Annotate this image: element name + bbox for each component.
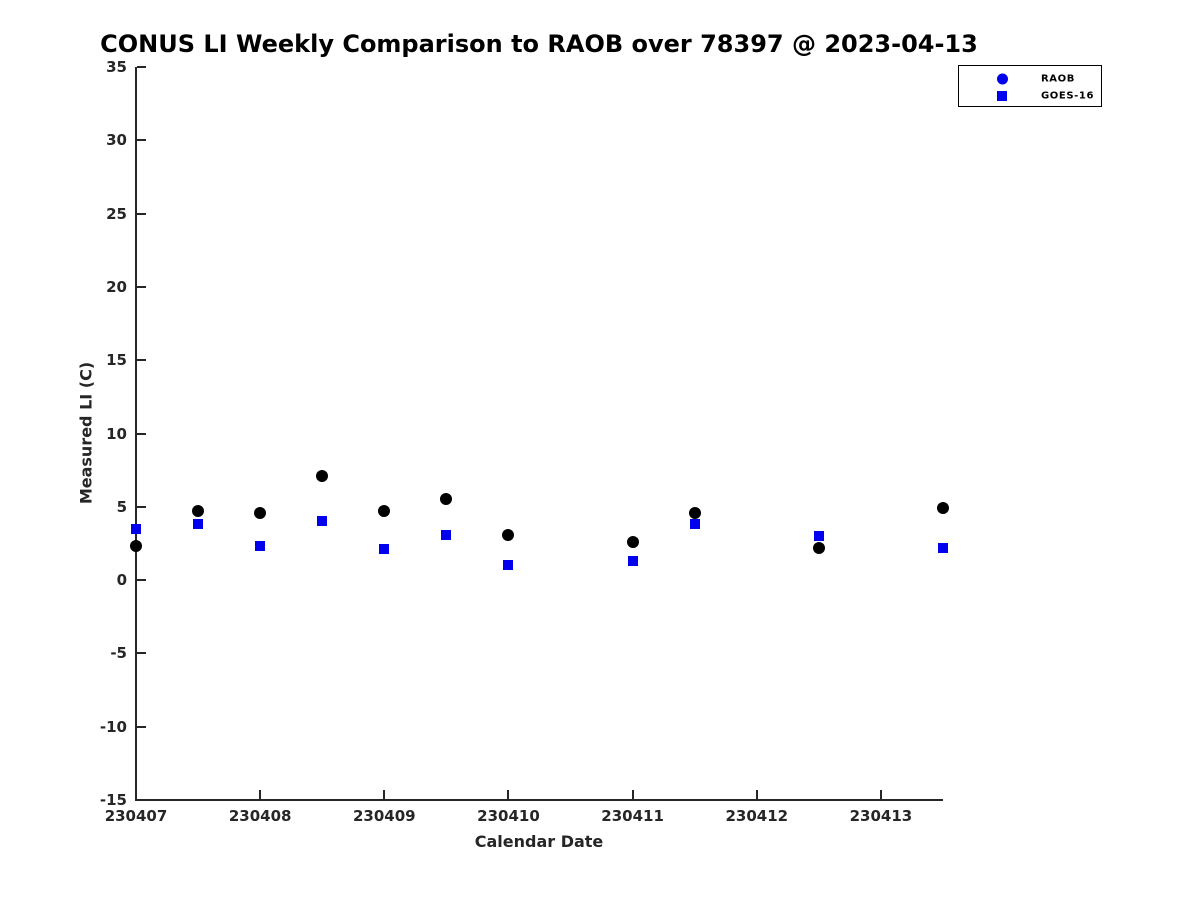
y-tick <box>137 505 146 508</box>
x-tick <box>259 790 262 799</box>
y-tick-label: 15 <box>106 351 127 370</box>
x-tick <box>755 790 758 799</box>
data-point-raob <box>192 505 205 518</box>
y-tick-label: 30 <box>106 131 127 150</box>
y-tick-label: -15 <box>99 791 127 809</box>
y-tick <box>137 432 146 435</box>
x-tick <box>135 790 137 799</box>
legend-entry-goes-16: GOES-16 <box>959 86 1101 105</box>
data-point-raob <box>626 535 639 548</box>
x-tick <box>879 790 882 799</box>
legend-entry-raob: RAOB <box>959 69 1101 88</box>
x-tick-label: 230413 <box>849 807 913 825</box>
y-tick <box>137 652 146 655</box>
y-tick-label: -5 <box>110 644 127 663</box>
data-point-raob <box>254 506 267 519</box>
data-point-goes-16 <box>627 556 638 567</box>
data-point-goes-16 <box>441 529 452 540</box>
x-tick-label: 230410 <box>477 807 540 825</box>
legend-square-icon <box>997 90 1007 101</box>
data-point-raob <box>440 493 453 506</box>
y-tick-label: 0 <box>116 571 127 590</box>
x-axis-label: Calendar Date <box>474 832 604 851</box>
data-point-raob <box>316 470 329 482</box>
legend-box: RAOB GOES-16 <box>958 65 1102 107</box>
y-tick <box>137 285 146 288</box>
data-point-goes-16 <box>813 531 824 542</box>
y-tick-label: 10 <box>106 424 127 443</box>
data-point-goes-16 <box>255 541 266 552</box>
x-tick-label: 230412 <box>725 807 789 825</box>
y-tick <box>137 212 146 215</box>
y-tick-label: 20 <box>106 277 127 296</box>
y-tick-label: 25 <box>106 204 127 223</box>
data-point-goes-16 <box>131 523 141 534</box>
x-tick <box>383 790 386 799</box>
plot-area <box>135 67 943 801</box>
y-axis-label: Measured LI (C) <box>76 361 96 505</box>
x-tick-label: 230407 <box>104 807 168 825</box>
y-tick <box>137 139 146 142</box>
data-point-raob <box>502 528 515 541</box>
data-point-raob <box>130 540 142 553</box>
y-tick <box>137 725 146 728</box>
data-point-raob <box>378 505 391 518</box>
x-tick-label: 230411 <box>601 807 664 825</box>
data-point-goes-16 <box>503 560 514 571</box>
x-tick <box>631 790 634 799</box>
y-tick <box>137 799 146 801</box>
y-tick <box>137 359 146 362</box>
data-point-raob <box>688 506 701 519</box>
x-tick <box>507 790 510 799</box>
legend-label: GOES-16 <box>1041 90 1095 101</box>
chart-title: CONUS LI Weekly Comparison to RAOB over … <box>100 30 978 58</box>
data-point-goes-16 <box>938 542 948 553</box>
y-tick-label: 35 <box>106 58 127 76</box>
data-point-raob <box>937 502 949 515</box>
y-tick-label: -10 <box>99 717 127 736</box>
legend-label: RAOB <box>1041 73 1075 84</box>
data-point-goes-16 <box>379 544 390 555</box>
data-point-goes-16 <box>193 519 204 530</box>
x-tick-label: 230409 <box>352 807 416 825</box>
data-point-raob <box>812 541 825 554</box>
data-point-goes-16 <box>317 516 328 527</box>
legend-circle-icon <box>997 73 1008 84</box>
y-tick-label: 5 <box>116 497 127 516</box>
y-tick <box>137 579 146 582</box>
y-tick <box>137 66 146 68</box>
x-tick-label: 230408 <box>228 807 292 825</box>
data-point-goes-16 <box>689 519 700 530</box>
